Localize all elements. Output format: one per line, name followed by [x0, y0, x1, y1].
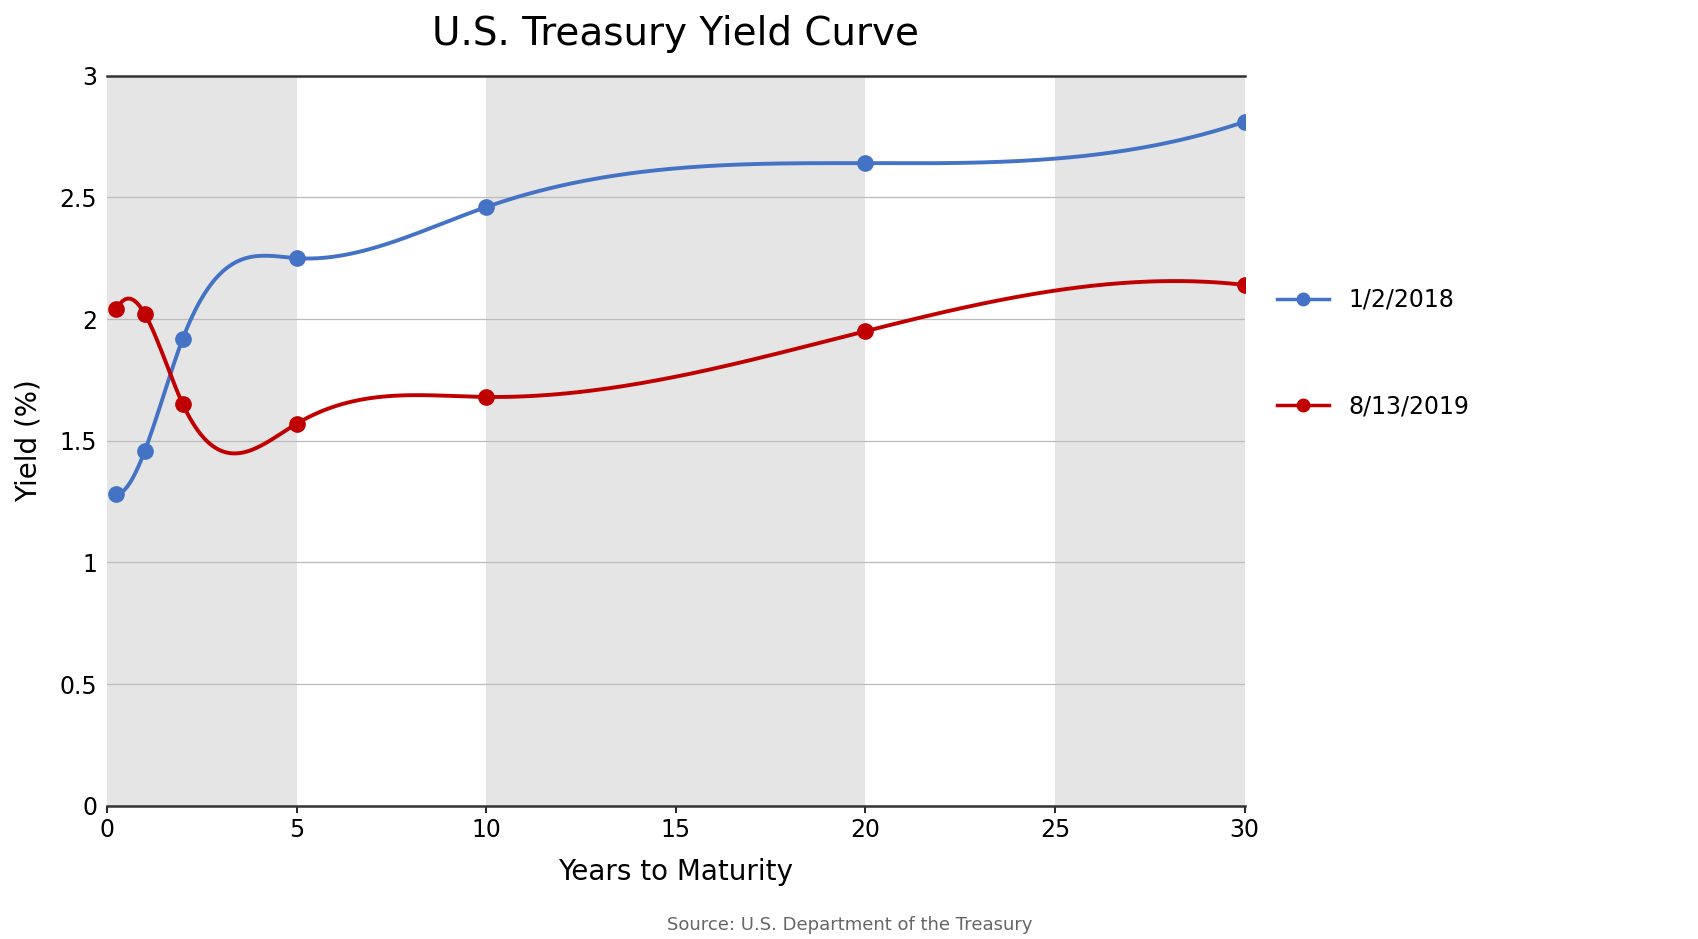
Bar [1054, 75, 1245, 806]
1/2/2018 [475, 201, 496, 212]
Y-axis label: Yield (%): Yield (%) [15, 379, 42, 502]
1/2/2018 [173, 332, 194, 344]
8/13/2019 [287, 418, 307, 429]
Legend: 1/2/2018, 8/13/2019: 1/2/2018, 8/13/2019 [1267, 278, 1477, 428]
Line: 8/13/2019: 8/13/2019 [109, 277, 1251, 431]
1/2/2018 [134, 445, 155, 456]
8/13/2019 [134, 309, 155, 320]
8/13/2019 [1234, 279, 1255, 290]
8/13/2019 [854, 326, 874, 337]
Line: 1/2/2018: 1/2/2018 [109, 115, 1251, 502]
Bar [107, 75, 297, 806]
Text: Source: U.S. Department of the Treasury: Source: U.S. Department of the Treasury [666, 916, 1032, 933]
8/13/2019 [475, 392, 496, 403]
1/2/2018 [287, 253, 307, 264]
Title: U.S. Treasury Yield Curve: U.S. Treasury Yield Curve [431, 15, 919, 53]
X-axis label: Years to Maturity: Years to Maturity [559, 858, 793, 886]
8/13/2019 [107, 303, 127, 315]
1/2/2018 [854, 158, 874, 169]
8/13/2019 [173, 399, 194, 410]
Bar [486, 75, 864, 806]
1/2/2018 [107, 488, 127, 500]
1/2/2018 [1234, 116, 1255, 128]
